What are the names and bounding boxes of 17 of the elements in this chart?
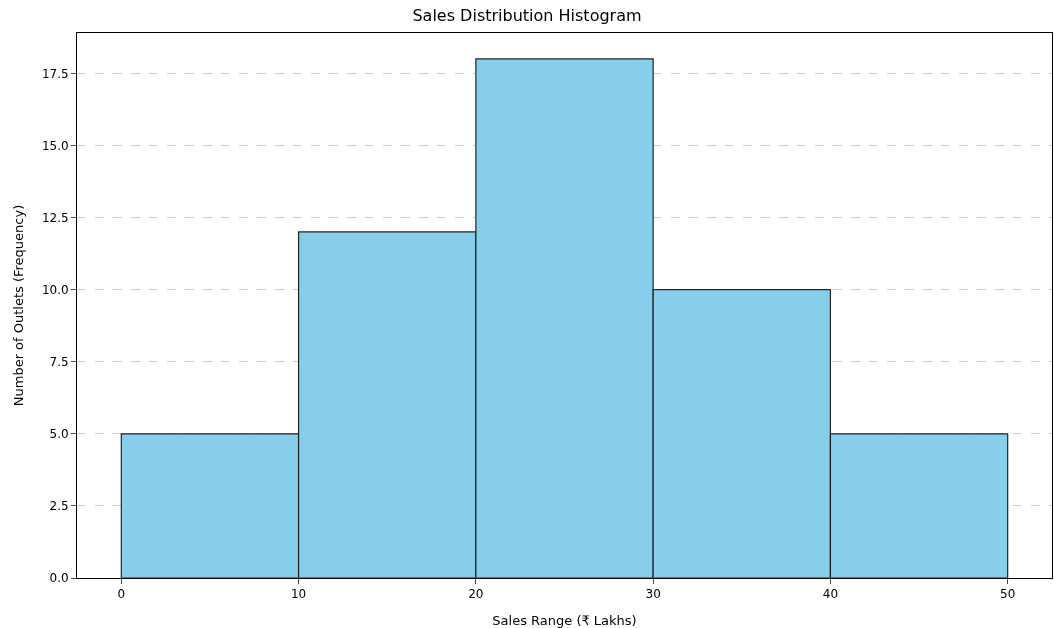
y-tick-label: 0.0 <box>49 571 69 586</box>
y-tick-label: 12.5 <box>41 210 69 225</box>
y-tick-label: 7.5 <box>49 354 69 369</box>
y-tick-label: 10.0 <box>41 282 69 297</box>
x-tick-label: 30 <box>645 587 661 602</box>
y-tick-label: 5.0 <box>49 427 69 442</box>
x-tick-label: 40 <box>822 587 839 602</box>
y-tick-label: 15.0 <box>41 138 69 153</box>
y-tick-label: 2.5 <box>49 499 69 514</box>
x-tick-label: 0 <box>117 587 126 602</box>
y-tick-label: 17.5 <box>41 66 69 81</box>
x-tick-label: 10 <box>290 587 307 602</box>
x-tick-label: 50 <box>1000 587 1016 602</box>
x-axis-title: Sales Range (₹ Lakhs) <box>492 613 637 628</box>
y-axis-title: Number of Outlets (Frequency) <box>10 204 26 407</box>
x-tick-label: 20 <box>468 587 484 602</box>
chart-title: Sales Distribution Histogram <box>412 5 642 25</box>
